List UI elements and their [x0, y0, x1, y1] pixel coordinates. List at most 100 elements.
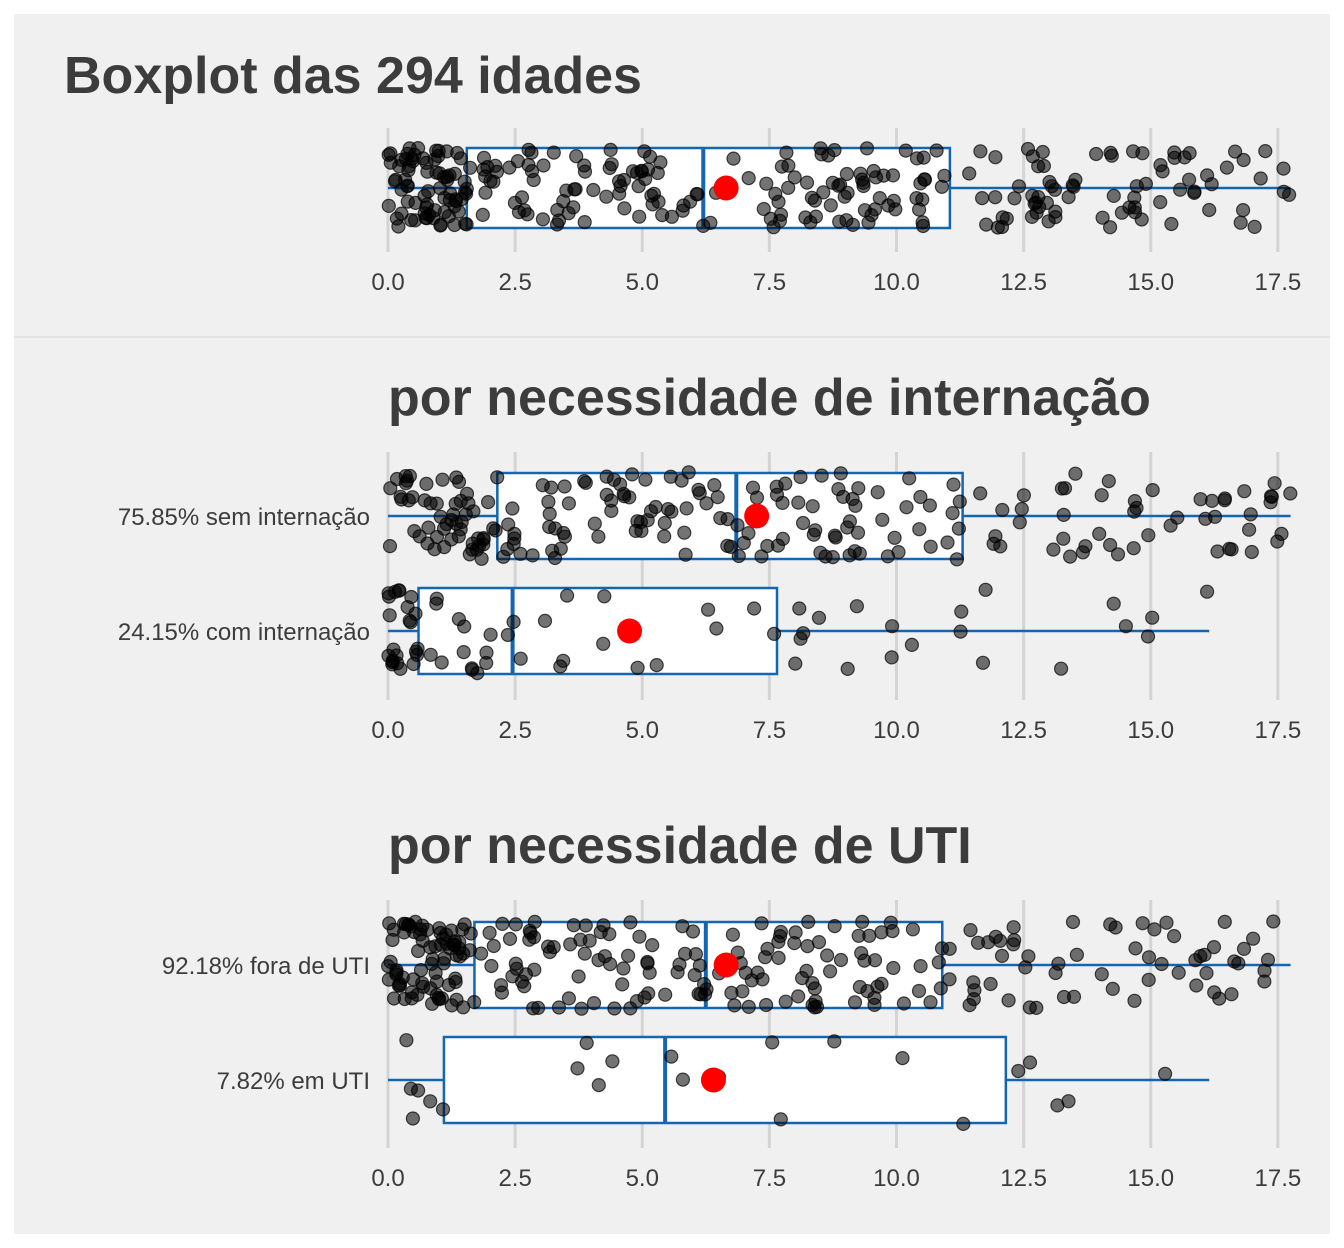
jitter-point: [973, 486, 988, 501]
jitter-point: [1147, 922, 1162, 937]
jitter-point: [383, 954, 398, 970]
jitter-point: [546, 145, 561, 160]
x-tick-label: 15.0: [1127, 717, 1174, 744]
jitter-point: [811, 610, 827, 625]
jitter-point: [822, 964, 838, 979]
jitter-point: [778, 994, 793, 1009]
x-axis-ticks: 0.0 2.5 5.0 7.5 10.0 12.5 15.0 17.5: [371, 1165, 1301, 1192]
jitter-point: [557, 479, 572, 494]
jitter-point: [775, 495, 790, 510]
jitter-point: [404, 589, 419, 605]
x-tick-label: 2.5: [498, 717, 531, 744]
jitter-point: [617, 201, 632, 216]
jitter-point: [507, 195, 523, 210]
jitter-point: [444, 512, 459, 528]
jitter-point: [631, 179, 646, 194]
jitter-point: [415, 933, 430, 948]
jitter-point: [913, 489, 928, 505]
jitter-point: [463, 926, 478, 941]
jitter-point: [1088, 146, 1104, 162]
jitter-point: [577, 164, 593, 179]
jitter-point: [553, 659, 568, 674]
jitter-point: [827, 1034, 842, 1049]
jitter-point: [1181, 172, 1197, 187]
jitter-point: [456, 1000, 471, 1015]
jitter-point: [1007, 191, 1022, 206]
jitter-point: [391, 219, 406, 234]
jitter-point: [1141, 528, 1156, 543]
jitter-point: [507, 531, 522, 546]
jitter-point: [746, 601, 762, 616]
jitter-point: [758, 997, 774, 1013]
jitter-point: [973, 144, 988, 159]
jitter-point: [979, 217, 994, 232]
jitter-point: [798, 210, 813, 225]
jitter-point: [411, 1083, 426, 1098]
jitter-point: [1031, 199, 1047, 215]
jitter-point: [577, 946, 592, 961]
jitter-point: [637, 144, 652, 159]
jitter-point: [536, 158, 551, 173]
jitter-point: [688, 946, 704, 962]
jitter-point: [428, 939, 443, 954]
jitter-point: [904, 637, 920, 653]
jitter-point: [1066, 989, 1082, 1004]
jitter-point: [524, 145, 539, 160]
jitter-point: [805, 997, 820, 1013]
jitter-points: [381, 465, 1298, 681]
x-tick-label: 7.5: [753, 1165, 786, 1192]
jitter-point: [1069, 947, 1085, 962]
jitter-point: [1247, 219, 1262, 234]
category-label: 7.82% em UTI: [217, 1068, 370, 1095]
jitter-point: [1171, 965, 1186, 980]
x-tick-label: 12.5: [1000, 269, 1047, 296]
jitter-point: [741, 171, 756, 186]
jitter-point: [988, 150, 1003, 165]
jitter-point: [679, 501, 694, 516]
panel-title: por necessidade de UTI: [388, 817, 972, 875]
jitter-point: [1283, 486, 1298, 501]
jitter-point: [940, 535, 955, 550]
jitter-point: [1167, 150, 1182, 165]
jitter-point: [1102, 537, 1118, 553]
jitter-point: [1236, 941, 1252, 957]
jitter-point: [1050, 1098, 1065, 1113]
jitter-point: [1243, 507, 1258, 522]
jitter-point: [540, 939, 556, 954]
jitter-point: [1198, 511, 1213, 526]
jitter-point: [457, 174, 472, 189]
jitter-point: [1011, 179, 1027, 194]
jitter-point: [597, 949, 613, 964]
jitter-point: [604, 503, 619, 518]
jitter-point: [642, 965, 657, 980]
jitter-point: [1044, 179, 1059, 194]
jitter-point: [832, 214, 847, 229]
jitter-point: [839, 166, 855, 182]
jitter-point: [382, 538, 398, 554]
jitter-point: [1217, 491, 1233, 506]
x-axis-ticks: 0.0 2.5 5.0 7.5 10.0 12.5 15.0 17.5: [371, 717, 1301, 744]
jitter-point: [898, 143, 913, 158]
jitter-point: [902, 471, 917, 486]
jitter-point: [779, 145, 794, 160]
jitter-point: [765, 1035, 780, 1050]
jitter-point: [1057, 481, 1073, 496]
mean-markers: [700, 952, 739, 1093]
jitter-point: [833, 466, 848, 481]
jitter-point: [439, 927, 454, 942]
jitter-point: [1127, 504, 1142, 519]
x-tick-label: 7.5: [753, 269, 786, 296]
jitter-point: [1127, 205, 1143, 220]
jitter-point: [423, 496, 438, 511]
jitter-point: [451, 474, 467, 489]
jitter-point: [599, 487, 614, 502]
jitter-point: [1102, 220, 1118, 235]
jitter-point: [484, 958, 499, 974]
jitter-point: [946, 477, 961, 492]
jitter-point: [502, 931, 518, 947]
jitter-point: [1106, 596, 1121, 611]
jitter-point: [1095, 210, 1110, 225]
x-tick-label: 2.5: [498, 269, 531, 296]
category-label: 24.15% com internação: [118, 619, 370, 646]
jitter-point: [953, 624, 968, 639]
